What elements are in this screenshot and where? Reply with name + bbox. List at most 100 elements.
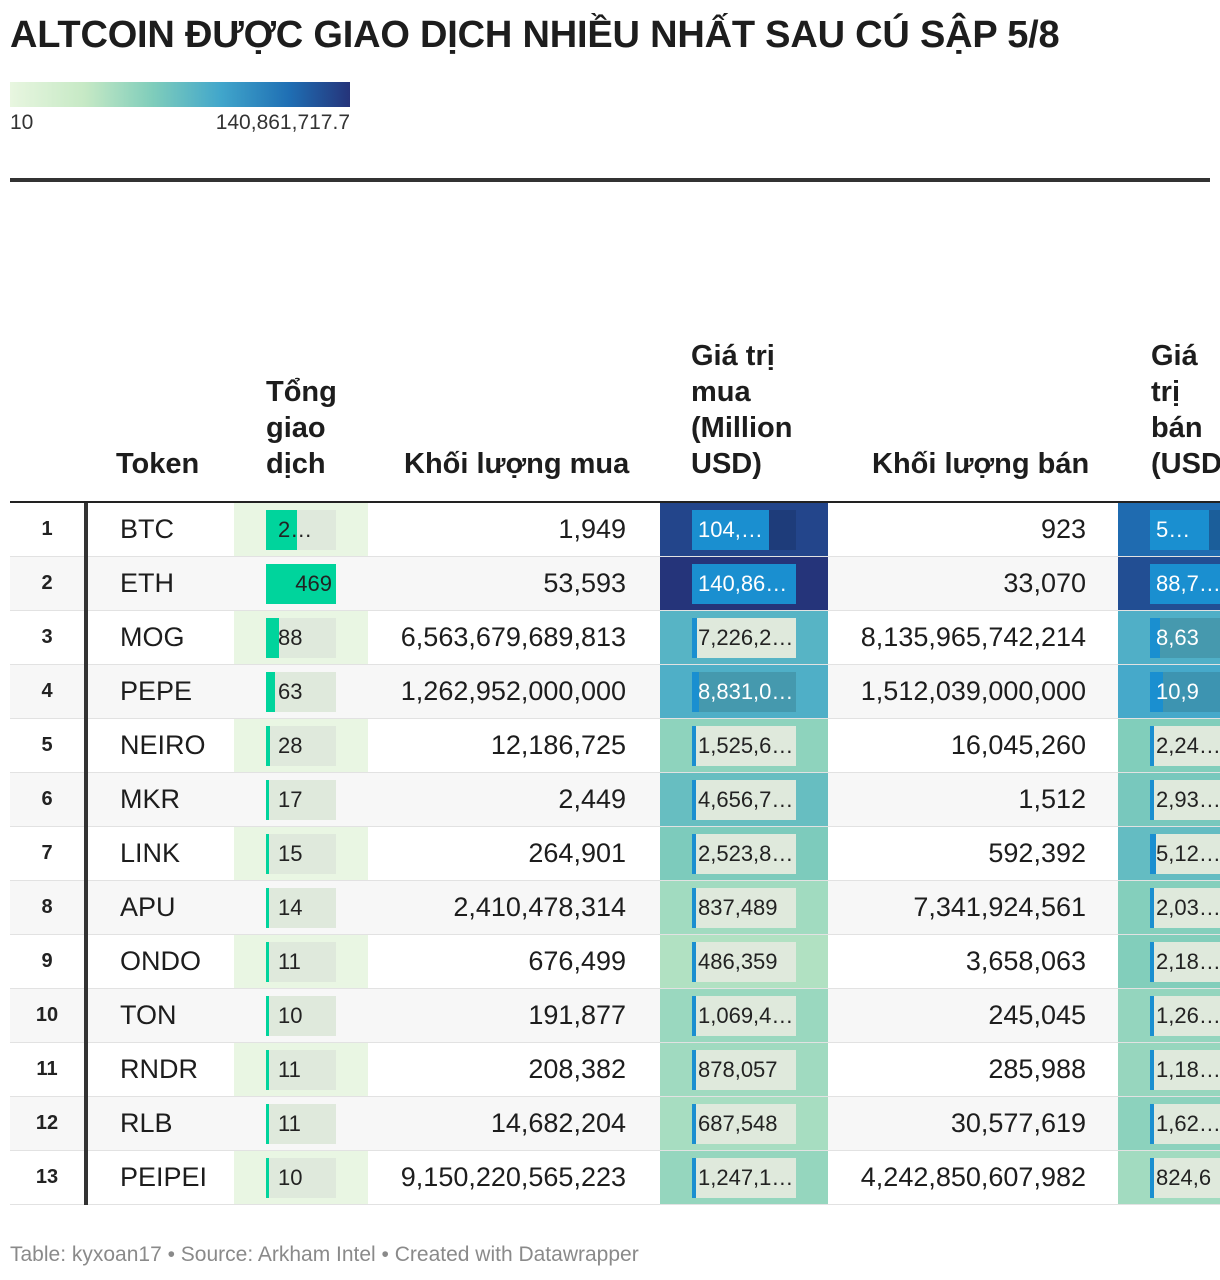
buy-value-bar-label: 4,656,7…: [698, 787, 794, 812]
header-token[interactable]: Token: [116, 448, 200, 480]
sell-volume: 16,045,260: [950, 730, 1086, 760]
total-trades-bar: [266, 780, 269, 820]
buy-value-bar-cell: 2,523,8…: [660, 827, 828, 880]
token-name: NEIRO: [120, 730, 206, 760]
row-rank: 11: [36, 1058, 58, 1080]
table-row: 10 TON 10 191,877 1,069,4… 245,045 1,26…: [10, 989, 1220, 1043]
table-row: 6 MKR 17 2,449 4,656,7… 1,512 2,93…: [10, 773, 1220, 827]
sell-value-bar-cell: 2,18…: [1118, 935, 1220, 988]
table-row: 2 ETH 469 53,593 140,86… 33,070 88,7…: [10, 557, 1220, 611]
sell-value-bar-label: 2,93…: [1156, 787, 1220, 812]
buy-value-bar-track: 878,057: [692, 1050, 796, 1090]
buy-value-bar: [692, 672, 699, 712]
table-row: 5 NEIRO 28 12,186,725 1,525,6… 16,045,260 2,24…: [10, 719, 1220, 773]
sell-value-bar-track: 5,12…: [1150, 834, 1220, 874]
buy-value-bar-track: 1,069,4…: [692, 996, 796, 1036]
header-sell-value[interactable]: Giá trị bán (USD: [1151, 340, 1220, 480]
header-sell-volume[interactable]: Khối lượng bán: [872, 448, 1090, 480]
total-trades-bar: [266, 1158, 269, 1198]
legend-max-label: 140,861,717.7: [215, 111, 350, 134]
buy-value-bar: [692, 618, 698, 658]
buy-value-bar: [692, 834, 696, 874]
header-total-trades[interactable]: Tổng giao dịch: [266, 376, 337, 480]
sell-volume: 7,341,924,561: [913, 892, 1086, 922]
sell-volume: 1,512,039,000,000: [860, 676, 1086, 706]
sell-value-bar-track: 2,24…: [1150, 726, 1220, 766]
total-trades-bar: [266, 834, 269, 874]
legend-gradient: [10, 82, 350, 107]
buy-value-bar-track: 104,…: [692, 510, 796, 550]
buy-volume: 12,186,725: [490, 730, 626, 760]
token-name: LINK: [120, 838, 181, 868]
sell-value-bar: [1150, 672, 1163, 712]
sell-value-bar: [1150, 780, 1154, 820]
sell-value-bar: [1150, 618, 1161, 658]
row-rank: 10: [35, 1004, 59, 1026]
sell-value-bar: [1150, 1158, 1154, 1198]
buy-value-bar: [692, 1104, 696, 1144]
total-trades-bar: [266, 618, 280, 658]
sell-volume: 30,577,619: [950, 1108, 1086, 1138]
total-trades-label: 11: [278, 1111, 301, 1136]
token-name: PEIPEI: [120, 1162, 208, 1192]
total-trades-track: 11: [266, 1050, 336, 1090]
row-rank: 9: [41, 950, 53, 972]
sell-value-bar-cell: 10,9: [1118, 665, 1220, 718]
buy-value-bar-track: 4,656,7…: [692, 780, 796, 820]
buy-value-bar-cell: 8,831,0…: [660, 665, 828, 718]
footer-credits: Table: kyxoan17 • Source: Arkham Intel •…: [10, 1243, 639, 1266]
token-name: RLB: [120, 1108, 173, 1138]
token-name: RNDR: [120, 1054, 198, 1084]
buy-volume: 14,682,204: [490, 1108, 626, 1138]
buy-value-bar: [692, 510, 769, 550]
sell-volume: 4,242,850,607,982: [860, 1162, 1086, 1192]
buy-volume: 1,949: [558, 514, 626, 544]
header-buy-volume[interactable]: Khối lượng mua: [404, 448, 630, 480]
token-name: MKR: [120, 784, 180, 814]
total-trades-track: 2…: [266, 510, 336, 550]
buy-value-bar-cell: 1,247,1…: [660, 1151, 828, 1204]
row-rank: 2: [41, 572, 53, 594]
buy-value-bar-track: 8,831,0…: [692, 672, 796, 712]
sell-value-bar-label: 8,63: [1156, 625, 1199, 650]
sell-value-bar-cell: 1,62…: [1118, 1097, 1220, 1150]
total-trades-bar: [266, 996, 269, 1036]
table-row: 7 LINK 15 264,901 2,523,8… 592,392 5,12…: [10, 827, 1220, 881]
sell-value-bar-track: 824,6: [1150, 1158, 1220, 1198]
sell-value-bar-track: 8,63: [1150, 618, 1220, 658]
buy-value-bar-track: 1,525,6…: [692, 726, 796, 766]
sell-volume: 1,512: [1018, 784, 1086, 814]
buy-value-bar-track: 7,226,2…: [692, 618, 796, 658]
total-trades-track: 28: [266, 726, 336, 766]
total-trades-track: 10: [266, 996, 336, 1036]
sell-value-bar-cell: 2,24…: [1118, 719, 1220, 772]
buy-value-bar: [692, 1050, 696, 1090]
total-trades-bar: [266, 1050, 269, 1090]
sell-value-bar-label: 5,12…: [1156, 841, 1220, 866]
buy-value-bar: [692, 780, 696, 820]
buy-value-bar-track: 486,359: [692, 942, 796, 982]
row-rank: 3: [41, 626, 53, 648]
sell-value-bar-label: 1,26…: [1156, 1003, 1220, 1028]
sell-value-bar: [1150, 834, 1156, 874]
table-row: 8 APU 14 2,410,478,314 837,489 7,341,924,561 2…: [10, 881, 1220, 935]
row-rank: 8: [41, 896, 53, 918]
sell-value-bar-cell: 5,12…: [1118, 827, 1220, 880]
buy-value-bar-cell: 1,525,6…: [660, 719, 828, 772]
table-row: 12 RLB 11 14,682,204 687,548 30,577,619 1,62…: [10, 1097, 1220, 1151]
table-row: 13 PEIPEI 10 9,150,220,565,223 1,247,1… 4,242…: [10, 1151, 1220, 1205]
sell-value-bar: [1150, 1104, 1154, 1144]
header-buy-value[interactable]: Giá trị mua (Million USD): [691, 340, 793, 480]
buy-value-bar-cell: 140,86…: [660, 557, 828, 610]
header-rule: [10, 501, 1220, 503]
row-rank: 7: [41, 842, 53, 864]
row-rank: 5: [41, 734, 53, 756]
sell-value-bar-label: 1,62…: [1156, 1111, 1220, 1136]
buy-value-bar: [692, 942, 696, 982]
row-rank: 12: [35, 1112, 59, 1134]
total-trades-label: 17: [278, 787, 303, 812]
sell-value-bar-cell: 5…: [1118, 503, 1220, 556]
sell-volume: 923: [1040, 514, 1086, 544]
row-rank: 4: [41, 680, 53, 702]
sell-value-bar-track: 2,93…: [1150, 780, 1220, 820]
